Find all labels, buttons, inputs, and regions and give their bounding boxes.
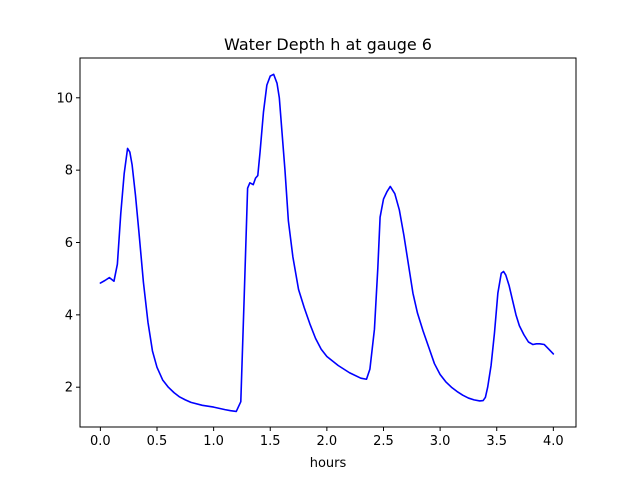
x-tick-label: 0.5 — [147, 434, 168, 449]
x-tick-label: 0.0 — [90, 434, 111, 449]
x-tick-label: 1.0 — [203, 434, 224, 449]
y-tick-label: 2 — [65, 381, 73, 396]
y-tick-label: 6 — [65, 236, 73, 251]
series-line-water-depth — [99, 73, 555, 413]
plot-area — [99, 73, 555, 413]
x-axis: 0.0 0.5 1.0 1.5 2.0 2.5 3.0 3.5 4.0 — [90, 427, 564, 449]
x-tick-label: 4.0 — [543, 434, 564, 449]
x-axis-label: hours — [310, 456, 347, 471]
y-tick-label: 8 — [65, 164, 73, 179]
x-tick-label: 1.5 — [260, 434, 281, 449]
y-tick-label: 10 — [56, 91, 73, 106]
x-tick-label: 2.0 — [317, 434, 338, 449]
x-tick-label: 3.0 — [430, 434, 451, 449]
y-axis: 2 4 6 8 10 — [56, 91, 80, 396]
chart-title: Water Depth h at gauge 6 — [224, 35, 432, 54]
y-tick-label: 4 — [65, 308, 73, 323]
x-tick-label: 3.5 — [486, 434, 507, 449]
x-tick-label: 2.5 — [373, 434, 394, 449]
